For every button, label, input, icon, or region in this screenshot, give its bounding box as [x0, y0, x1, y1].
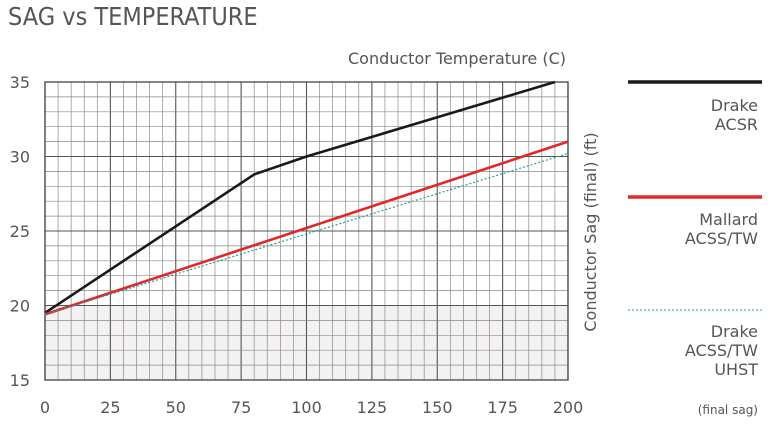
plot-frame — [44, 81, 569, 381]
y-tick-label: 35 — [10, 73, 30, 92]
x-tick-label: 0 — [40, 398, 50, 417]
series-lines — [44, 80, 569, 316]
x-tick-label: 25 — [100, 398, 120, 417]
legend-label: ACSS/TW — [685, 341, 758, 360]
x-tick-label: 150 — [422, 398, 453, 417]
y-tick-label: 20 — [10, 297, 30, 316]
y-tick-label: 25 — [10, 222, 30, 241]
legend-note: (final sag) — [698, 403, 758, 417]
x-axis-label: Conductor Temperature (C) — [348, 49, 566, 68]
legend-label: ACSS/TW — [685, 229, 758, 248]
x-tick-label: 50 — [166, 398, 186, 417]
chart-title: SAG vs TEMPERATURE — [8, 2, 258, 31]
legend-label: Mallard — [699, 210, 758, 229]
legend-label: Drake — [711, 322, 758, 341]
x-tick-label: 175 — [487, 398, 518, 417]
legend-label: Drake — [711, 96, 758, 115]
series-line — [44, 80, 556, 314]
legend-label: UHST — [714, 360, 758, 379]
y-axis-label: Conductor Sag (final) (ft) — [581, 132, 600, 331]
y-tick-label: 15 — [10, 371, 30, 390]
legend: DrakeACSRMallardACSS/TWDrakeACSS/TWUHST(… — [628, 80, 762, 417]
series-line — [44, 152, 569, 315]
x-tick-label: 200 — [553, 398, 584, 417]
x-tick-label: 125 — [357, 398, 388, 417]
x-tick-label: 75 — [231, 398, 251, 417]
x-tick-label: 100 — [291, 398, 322, 417]
tick-labels: 0 25 50 75 100 125 150 175 200 15 20 25 30 35 — [10, 73, 584, 417]
series-line — [44, 140, 569, 316]
grid — [44, 81, 569, 381]
y-tick-label: 30 — [10, 148, 30, 167]
legend-label: ACSR — [715, 115, 758, 134]
